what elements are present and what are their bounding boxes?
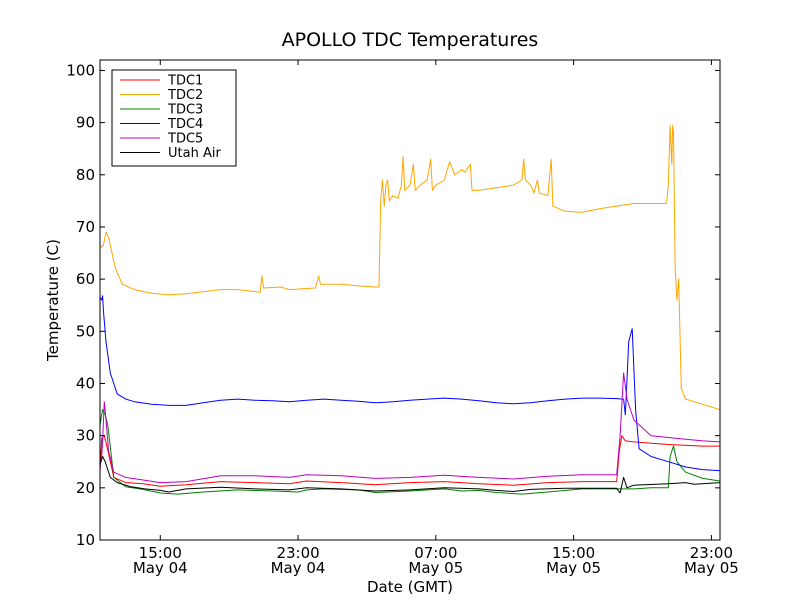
x-tick-date-label: May 05 [684, 559, 739, 577]
legend-label-tdc2: TDC2 [167, 88, 203, 103]
legend-label-tdc3: TDC3 [167, 103, 203, 118]
x-tick-date-label: May 05 [408, 559, 463, 577]
y-tick-label: 100 [66, 61, 95, 79]
x-tick-time-label: 15:00 [552, 544, 595, 562]
x-tick-date-label: May 04 [133, 559, 188, 577]
series-line-tdc3 [100, 409, 720, 495]
chart-title: APOLLO TDC Temperatures [282, 29, 539, 51]
x-tick-time-label: 23:00 [276, 544, 319, 562]
y-tick-label: 50 [76, 322, 95, 340]
x-tick-date-label: May 05 [546, 559, 601, 577]
x-axis-label: Date (GMT) [367, 578, 453, 596]
y-tick-label: 60 [76, 270, 95, 288]
x-tick-time-label: 23:00 [690, 544, 733, 562]
y-tick-label: 30 [76, 427, 95, 445]
x-tick-time-label: 07:00 [414, 544, 457, 562]
y-tick-label: 40 [76, 374, 95, 392]
series-line-tdc5 [100, 372, 720, 484]
x-tick-date-label: May 04 [271, 559, 326, 577]
y-tick-label: 10 [76, 531, 95, 549]
plot-frame [99, 59, 721, 541]
legend-box [111, 69, 237, 167]
y-axis-label: Temperature (C) [44, 239, 62, 362]
series-layer [100, 124, 720, 495]
series-line-tdc4 [100, 295, 720, 472]
y-axis: 10 20 30 40 50 60 70 80 90 100 [66, 61, 720, 549]
legend-label-utah-air: Utah Air [168, 146, 221, 161]
y-tick-label: 20 [76, 479, 95, 497]
x-tick-time-label: 15:00 [139, 544, 182, 562]
series-line-utah-air [100, 456, 720, 494]
series-line-tdc1 [100, 435, 720, 487]
legend-label-tdc5: TDC5 [167, 132, 203, 147]
y-tick-label: 70 [76, 218, 95, 236]
legend-label-tdc1: TDC1 [167, 74, 203, 89]
legend-label-tdc4: TDC4 [167, 117, 203, 132]
y-tick-label: 90 [76, 114, 95, 132]
y-tick-label: 80 [76, 166, 95, 184]
series-line-tdc2 [100, 124, 720, 411]
